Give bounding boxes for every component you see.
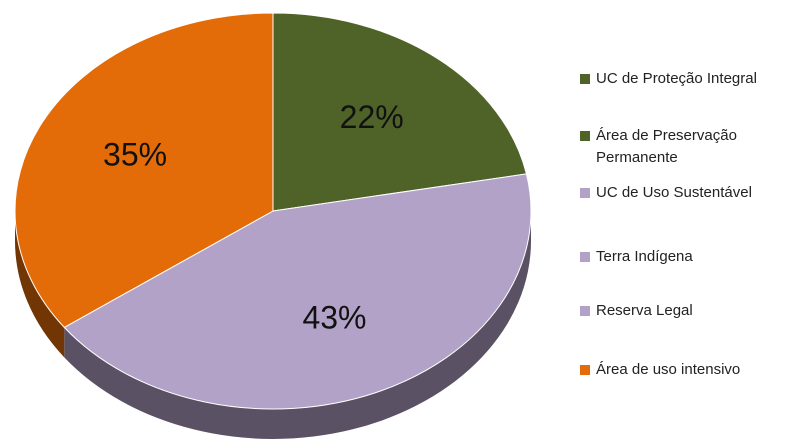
- legend-swatch: [580, 365, 590, 375]
- slice: [272, 12, 528, 212]
- legend-swatch: [580, 188, 590, 198]
- legend-swatch: [580, 131, 590, 141]
- data-label: 22%: [340, 99, 404, 135]
- legend-swatch: [580, 74, 590, 84]
- slice: [63, 173, 532, 410]
- slice: [14, 12, 274, 329]
- chart: 22% 43% 35%: [14, 12, 532, 439]
- legend-label: UC de Proteção Integral: [596, 70, 757, 87]
- legend-swatch: [580, 252, 590, 262]
- legend-label: Reserva Legal: [596, 302, 693, 319]
- slice-side: [64, 211, 531, 439]
- legend-label: Área de Preservação Permanente: [596, 127, 737, 166]
- data-label: 43%: [302, 299, 366, 335]
- legend-label: Terra Indígena: [596, 248, 693, 265]
- slice-side: [15, 211, 65, 358]
- legend-label: UC de Uso Sustentável: [596, 184, 752, 201]
- data-label: 35%: [103, 137, 167, 173]
- legend-label: Área de uso intensivo: [596, 361, 741, 378]
- legend-swatch: [580, 306, 590, 316]
